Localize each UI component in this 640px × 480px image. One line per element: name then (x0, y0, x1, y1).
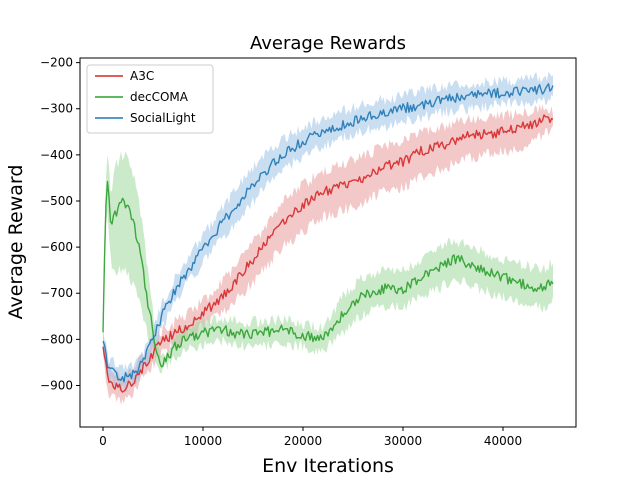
legend-label-a3c: A3C (130, 69, 154, 83)
legend-box (86, 64, 214, 134)
x-tick-label: 30000 (384, 434, 422, 448)
plot-area (79, 57, 577, 428)
x-tick-label: 20000 (284, 434, 322, 448)
series-line-deccoma (102, 180, 554, 368)
y-tick-label: −800 (40, 332, 73, 346)
plot-frame (79, 57, 577, 428)
band-deccoma (103, 151, 553, 374)
x-axis-ticks: 0 10000 20000 30000 40000 (99, 427, 522, 448)
series-line-sociallight (102, 83, 554, 383)
chart-title: Average Rewards (250, 33, 406, 54)
y-axis-label: Average Reward (5, 165, 27, 320)
y-tick-label: −200 (40, 56, 73, 70)
legend-label-sociallight: SocialLight (130, 111, 196, 125)
x-axis-label: Env Iterations (262, 455, 394, 477)
y-tick-label: −500 (40, 194, 73, 208)
series-lines (102, 83, 554, 393)
x-tick-label: 0 (99, 434, 107, 448)
legend-label-deccoma: decCOMA (130, 90, 189, 104)
legend: A3C decCOMA SocialLight (86, 64, 214, 134)
x-tick-label: 10000 (184, 434, 222, 448)
confidence-bands (103, 71, 553, 405)
y-axis-ticks: −900 −800 −700 −600 −500 −400 −300 −200 (40, 56, 80, 392)
band-a3c (103, 104, 553, 405)
y-tick-label: −400 (40, 148, 73, 162)
y-tick-label: −600 (40, 240, 73, 254)
x-tick-label: 40000 (484, 434, 522, 448)
series-line-a3c (102, 114, 554, 393)
y-tick-label: −900 (40, 378, 73, 392)
band-sociallight (103, 71, 553, 393)
y-tick-label: −300 (40, 102, 73, 116)
y-tick-label: −700 (40, 286, 73, 300)
